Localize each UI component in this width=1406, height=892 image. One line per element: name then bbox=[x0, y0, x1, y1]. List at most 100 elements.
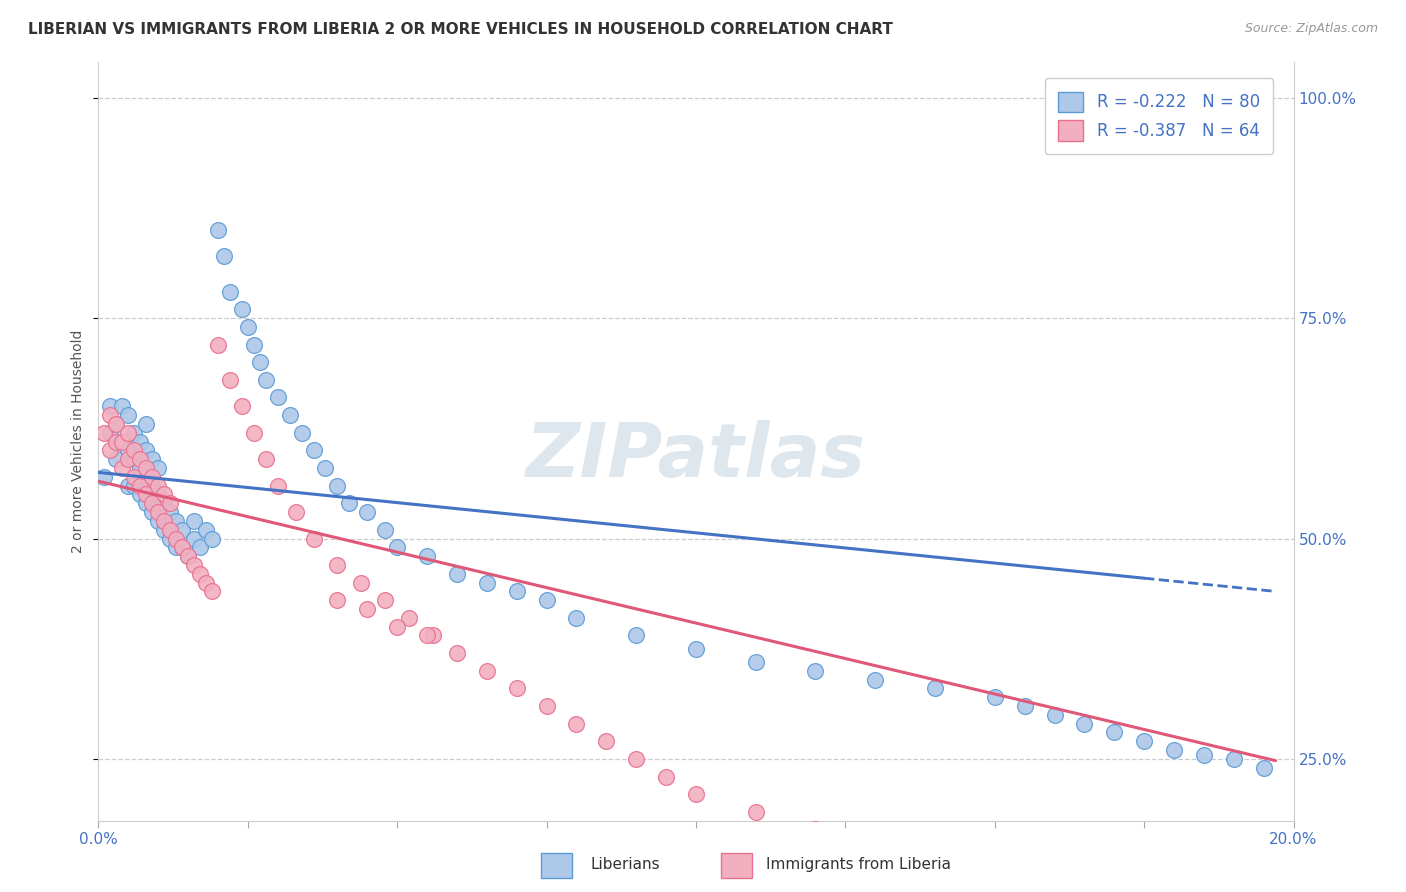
Point bbox=[148, 514, 170, 528]
Point bbox=[105, 452, 128, 467]
Point bbox=[1043, 707, 1066, 722]
Point bbox=[984, 690, 1007, 705]
Point bbox=[745, 655, 768, 669]
Point bbox=[105, 417, 128, 431]
Point bbox=[153, 487, 176, 501]
Point bbox=[135, 487, 157, 501]
Point bbox=[865, 673, 887, 687]
Point bbox=[595, 734, 617, 748]
Point bbox=[159, 523, 181, 537]
Point bbox=[356, 505, 378, 519]
Point bbox=[117, 408, 139, 422]
Point bbox=[129, 452, 152, 467]
Point bbox=[422, 628, 444, 642]
Point bbox=[135, 461, 157, 475]
Point bbox=[93, 470, 115, 484]
Point bbox=[1192, 747, 1215, 762]
Point bbox=[195, 523, 218, 537]
Point bbox=[804, 664, 827, 678]
Point bbox=[159, 532, 181, 546]
Point bbox=[159, 505, 181, 519]
Point bbox=[135, 443, 157, 458]
Point bbox=[267, 478, 290, 492]
Point bbox=[1104, 725, 1126, 739]
Point bbox=[536, 593, 558, 607]
Point bbox=[117, 452, 139, 467]
Point bbox=[117, 425, 139, 440]
Text: Source: ZipAtlas.com: Source: ZipAtlas.com bbox=[1244, 22, 1378, 36]
Point bbox=[231, 399, 253, 413]
Point bbox=[183, 558, 205, 572]
Point bbox=[111, 399, 134, 413]
Point bbox=[475, 664, 498, 678]
Point bbox=[207, 223, 229, 237]
Point bbox=[124, 470, 146, 484]
Point bbox=[201, 584, 224, 599]
Point bbox=[111, 434, 134, 449]
Point bbox=[141, 505, 163, 519]
Point bbox=[148, 478, 170, 492]
Point bbox=[117, 478, 139, 492]
Point bbox=[188, 541, 211, 555]
Point bbox=[98, 425, 122, 440]
Point bbox=[165, 532, 187, 546]
Text: ZIPatlas: ZIPatlas bbox=[526, 420, 866, 493]
Point bbox=[172, 541, 194, 555]
Point bbox=[1223, 752, 1246, 766]
Point bbox=[129, 487, 152, 501]
Point bbox=[207, 337, 229, 351]
Point bbox=[416, 549, 439, 563]
Point bbox=[506, 584, 529, 599]
Point bbox=[626, 628, 648, 642]
Point bbox=[350, 575, 373, 590]
Point bbox=[278, 408, 301, 422]
Point bbox=[135, 470, 157, 484]
Point bbox=[165, 514, 187, 528]
Point bbox=[267, 391, 290, 405]
Point bbox=[315, 461, 337, 475]
Point bbox=[385, 620, 409, 634]
Point bbox=[177, 549, 200, 563]
Point bbox=[148, 461, 170, 475]
Point bbox=[183, 532, 205, 546]
Point bbox=[398, 611, 420, 625]
Point bbox=[98, 408, 122, 422]
Point bbox=[153, 514, 176, 528]
Point bbox=[148, 505, 170, 519]
Point bbox=[326, 593, 349, 607]
Point bbox=[326, 478, 349, 492]
Point bbox=[153, 523, 176, 537]
Point bbox=[219, 373, 242, 387]
Point bbox=[111, 461, 134, 475]
Point bbox=[416, 628, 439, 642]
Point bbox=[745, 805, 768, 819]
Point bbox=[172, 541, 194, 555]
Point bbox=[924, 857, 946, 871]
Point bbox=[243, 337, 266, 351]
Point bbox=[804, 822, 827, 837]
Point bbox=[536, 699, 558, 714]
Point bbox=[129, 434, 152, 449]
Point bbox=[302, 443, 325, 458]
Point bbox=[254, 452, 277, 467]
Point bbox=[243, 425, 266, 440]
Point bbox=[655, 770, 678, 784]
Point bbox=[1163, 743, 1185, 757]
Point bbox=[685, 641, 707, 656]
Point bbox=[201, 532, 224, 546]
Point bbox=[141, 478, 163, 492]
Point bbox=[105, 434, 128, 449]
Point bbox=[141, 452, 163, 467]
Point bbox=[475, 575, 498, 590]
Text: Immigrants from Liberia: Immigrants from Liberia bbox=[766, 857, 952, 872]
Point bbox=[129, 478, 152, 492]
Point bbox=[98, 443, 122, 458]
Point bbox=[924, 681, 946, 696]
Point bbox=[1133, 734, 1156, 748]
Point bbox=[326, 558, 349, 572]
Point bbox=[1253, 761, 1275, 775]
Point bbox=[111, 434, 134, 449]
Point bbox=[141, 496, 163, 510]
Point bbox=[124, 443, 146, 458]
Text: LIBERIAN VS IMMIGRANTS FROM LIBERIA 2 OR MORE VEHICLES IN HOUSEHOLD CORRELATION : LIBERIAN VS IMMIGRANTS FROM LIBERIA 2 OR… bbox=[28, 22, 893, 37]
